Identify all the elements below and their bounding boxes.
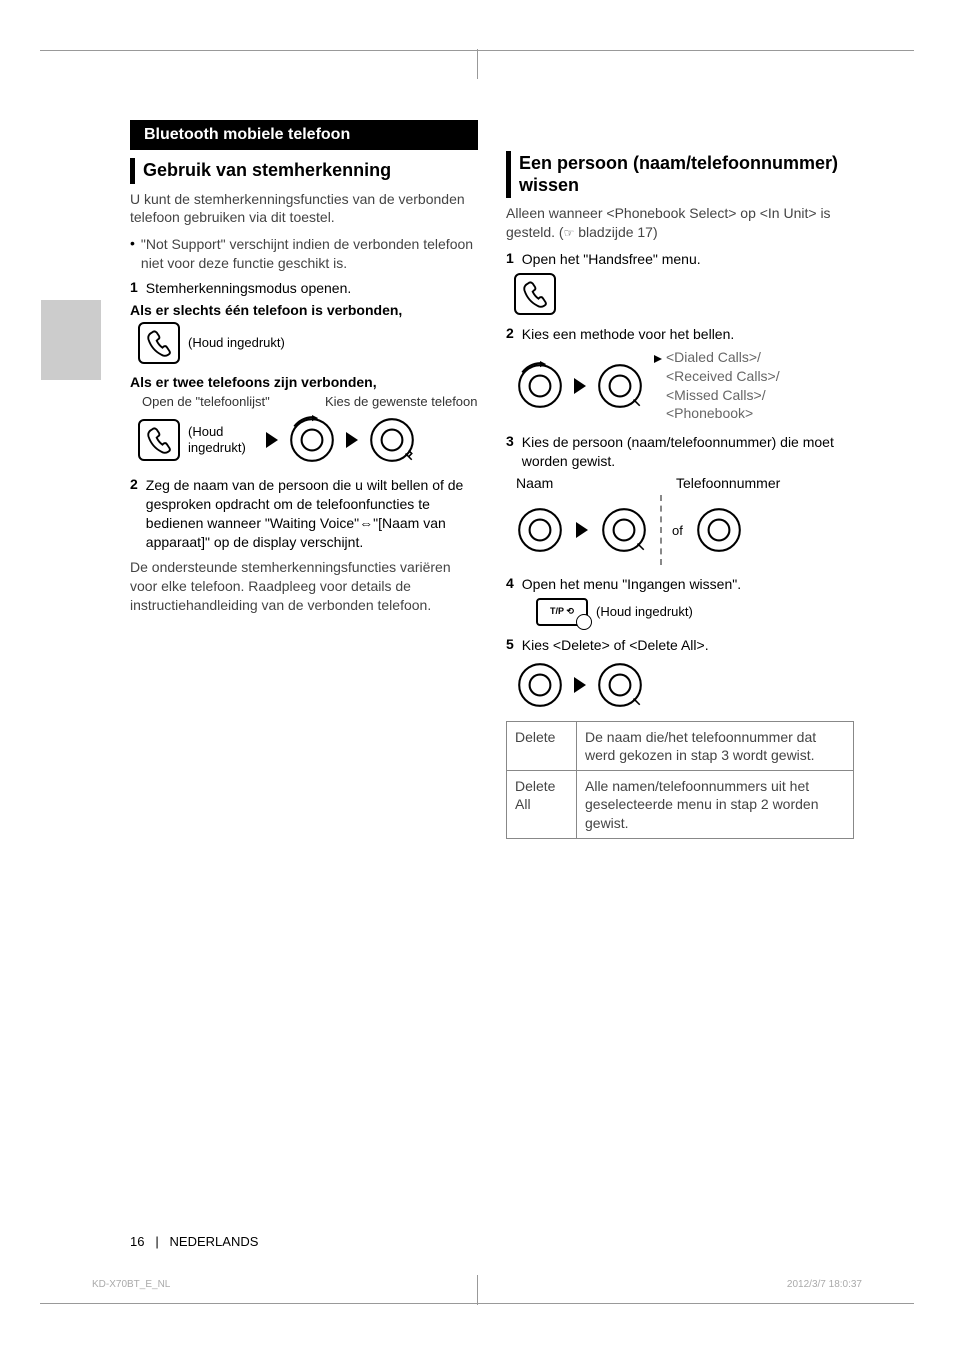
rotary-press-icon (598, 504, 650, 556)
step-number: 3 (506, 433, 514, 471)
step-text: Open het menu "Ingangen wissen". (522, 575, 854, 594)
step-text: Kies de persoon (naam/telefoonnummer) di… (522, 433, 854, 471)
tp-label: T/P ⟲ (550, 606, 574, 617)
phone-hold-icon (138, 419, 180, 461)
step-number: 5 (506, 636, 514, 655)
right-column: Een persoon (naam/telefoonnummer) wissen… (506, 120, 854, 839)
doc-id: KD-X70BT_E_NL (92, 1279, 170, 1290)
rotary-dial-icon (514, 360, 566, 412)
page-number: 16 (130, 1234, 144, 1249)
menu-missed: <Missed Calls>/ (654, 386, 780, 405)
method-icon-row: <Dialed Calls>/ <Received Calls>/ <Misse… (514, 348, 854, 424)
rotary-dial-icon (693, 504, 745, 556)
arrow-right-icon (346, 432, 358, 448)
left-intro: U kunt de stemherkenningsfuncties van de… (130, 190, 478, 228)
cell-delete-all-desc: Alle namen/telefoonnummers uit het gesel… (577, 771, 854, 839)
right-step-2: 2 Kies een methode voor het bellen. (506, 325, 854, 344)
step-number: 2 (130, 476, 138, 552)
phone-hold-icon (138, 322, 180, 364)
footer-lang: NEDERLANDS (170, 1234, 259, 1249)
print-watermark: KD-X70BT_E_NL 2012/3/7 18:0:37 (92, 1279, 862, 1290)
name-number-choice: of (514, 495, 854, 565)
intro-ref: bladzijde 17) (574, 224, 657, 240)
table-row: Delete All Alle namen/telefoonnummers ui… (507, 771, 854, 839)
menu-phonebook: <Phonebook> (654, 404, 780, 423)
right-step-1: 1 Open het "Handsfree" menu. (506, 250, 854, 269)
left-after-note: De ondersteunde stemherkenningsfuncties … (130, 558, 478, 615)
hold-caption-4: (Houd ingedrukt) (596, 604, 693, 620)
menu-dialed: <Dialed Calls>/ (666, 349, 761, 365)
rotary-press-icon (594, 659, 646, 711)
step-text: Kies <Delete> of <Delete All>. (522, 636, 854, 655)
tp-hold-row: T/P ⟲ (Houd ingedrukt) (536, 598, 854, 626)
rotary-dial-icon (286, 414, 338, 466)
sub-two-phones: Als er twee telefoons zijn verbonden, (130, 374, 478, 390)
table-row: Delete De naam die/het telefoonnummer da… (507, 721, 854, 770)
step-text: Open het "Handsfree" menu. (522, 250, 854, 269)
menu-received: <Received Calls>/ (654, 367, 780, 386)
page-footer: 16 | NEDERLANDS (130, 1234, 258, 1249)
right-step-5: 5 Kies <Delete> of <Delete All>. (506, 636, 854, 655)
bullet-not-support: • "Not Support" verschijnt indien de ver… (130, 235, 478, 273)
hold-caption-1: (Houd ingedrukt) (188, 335, 285, 351)
intro-part-a: Alleen wanneer <Phonebook Select> op <In… (506, 205, 831, 240)
cell-delete-label: Delete (507, 721, 577, 770)
step-number: 4 (506, 575, 514, 594)
delete-table: Delete De naam die/het telefoonnummer da… (506, 721, 854, 839)
tp-button-icon: T/P ⟲ (536, 598, 588, 626)
bullet-text: "Not Support" verschijnt indien de verbo… (141, 235, 478, 273)
cell-delete-all-label: Delete All (507, 771, 577, 839)
left-column: Bluetooth mobiele telefoon Gebruik van s… (130, 120, 478, 839)
step-number: 2 (506, 325, 514, 344)
sub-one-phone: Als er slechts één telefoon is verbonden… (130, 302, 478, 318)
footer-sep: | (155, 1234, 158, 1249)
hold-icon-row-1: (Houd ingedrukt) (138, 322, 478, 364)
step-text: Stemherkenningsmodus openen. (146, 279, 478, 298)
print-timestamp: 2012/3/7 18:0:37 (787, 1279, 862, 1290)
rotary-dial-icon (514, 659, 566, 711)
call-menu-options: <Dialed Calls>/ <Received Calls>/ <Misse… (654, 348, 780, 424)
hold-caption-2: (Houd ingedrukt) (188, 424, 258, 457)
left-step-1: 1 Stemherkenningsmodus openen. (130, 279, 478, 298)
step-number: 1 (506, 250, 514, 269)
right-heading: Een persoon (naam/telefoonnummer) wissen (506, 151, 854, 198)
right-step-3: 3 Kies de persoon (naam/telefoonnummer) … (506, 433, 854, 471)
arrow-right-icon (574, 378, 586, 394)
step-number: 1 (130, 279, 138, 298)
arrow-right-icon (266, 432, 278, 448)
side-tab (41, 300, 101, 380)
right-intro: Alleen wanneer <Phonebook Select> op <In… (506, 204, 854, 242)
arrow-right-icon (576, 522, 588, 538)
two-phone-icons: (Houd ingedrukt) (138, 414, 478, 466)
step-text: Kies een methode voor het bellen. (522, 325, 854, 344)
step-text: Zeg de naam van de persoon die u wilt be… (146, 476, 478, 552)
of-label: of (672, 523, 683, 538)
cell-delete-desc: De naam die/het telefoonnummer dat werd … (577, 721, 854, 770)
two-phone-captions: Open de "telefoonlijst" Kies de gewenste… (142, 394, 478, 410)
arrow-right-icon (574, 677, 586, 693)
page-ref-icon (564, 225, 575, 241)
left-heading: Gebruik van stemherkenning (130, 158, 478, 184)
rotary-dial-icon (514, 504, 566, 556)
name-number-labels: Naam Telefoonnummer (516, 475, 854, 491)
dashed-divider (660, 495, 662, 565)
left-step-2: 2 Zeg de naam van de persoon die u wilt … (130, 476, 478, 552)
section-banner: Bluetooth mobiele telefoon (130, 120, 478, 150)
rotary-press-icon (366, 414, 418, 466)
rotary-press-icon (594, 360, 646, 412)
label-name: Naam (516, 475, 636, 491)
label-number: Telefoonnummer (676, 475, 780, 491)
caption-choose-phone: Kies de gewenste telefoon (325, 394, 478, 410)
bullet-dot: • (130, 235, 135, 273)
right-step-4: 4 Open het menu "Ingangen wissen". (506, 575, 854, 594)
arrow-right-small-icon (654, 355, 662, 363)
phone-press-icon (514, 273, 556, 315)
handsfree-icon-row (514, 273, 854, 315)
caption-open-list: Open de "telefoonlijst" (142, 394, 295, 410)
delete-icon-row (514, 659, 854, 711)
content-columns: Bluetooth mobiele telefoon Gebruik van s… (130, 120, 854, 839)
